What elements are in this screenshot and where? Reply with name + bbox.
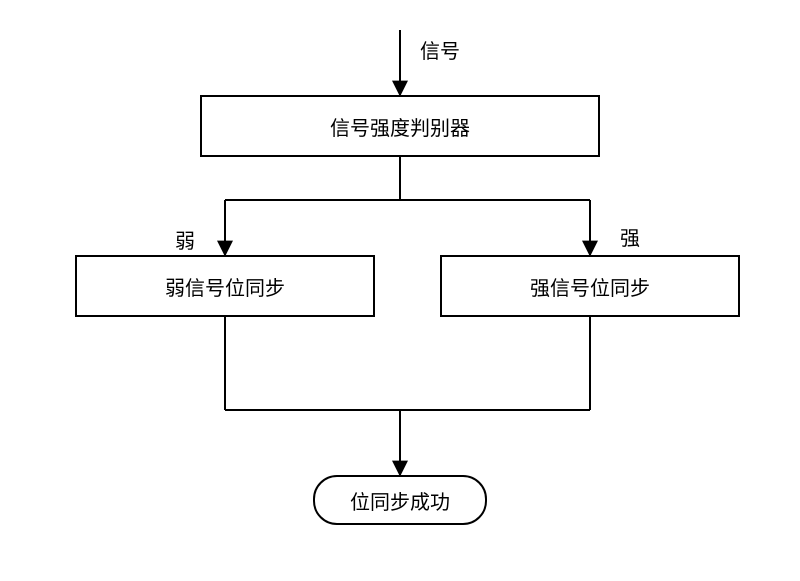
- node-success-text: 位同步成功: [350, 486, 450, 515]
- label-strong: 强: [620, 222, 640, 251]
- node-discriminator: 信号强度判别器: [200, 95, 600, 157]
- node-weak-sync: 弱信号位同步: [75, 255, 375, 317]
- node-discriminator-text: 信号强度判别器: [330, 112, 470, 141]
- label-weak: 弱: [175, 225, 195, 254]
- label-input: 信号: [420, 35, 460, 64]
- node-strong-sync: 强信号位同步: [440, 255, 740, 317]
- node-weak-sync-text: 弱信号位同步: [165, 272, 285, 301]
- node-strong-sync-text: 强信号位同步: [530, 272, 650, 301]
- node-success: 位同步成功: [313, 475, 487, 525]
